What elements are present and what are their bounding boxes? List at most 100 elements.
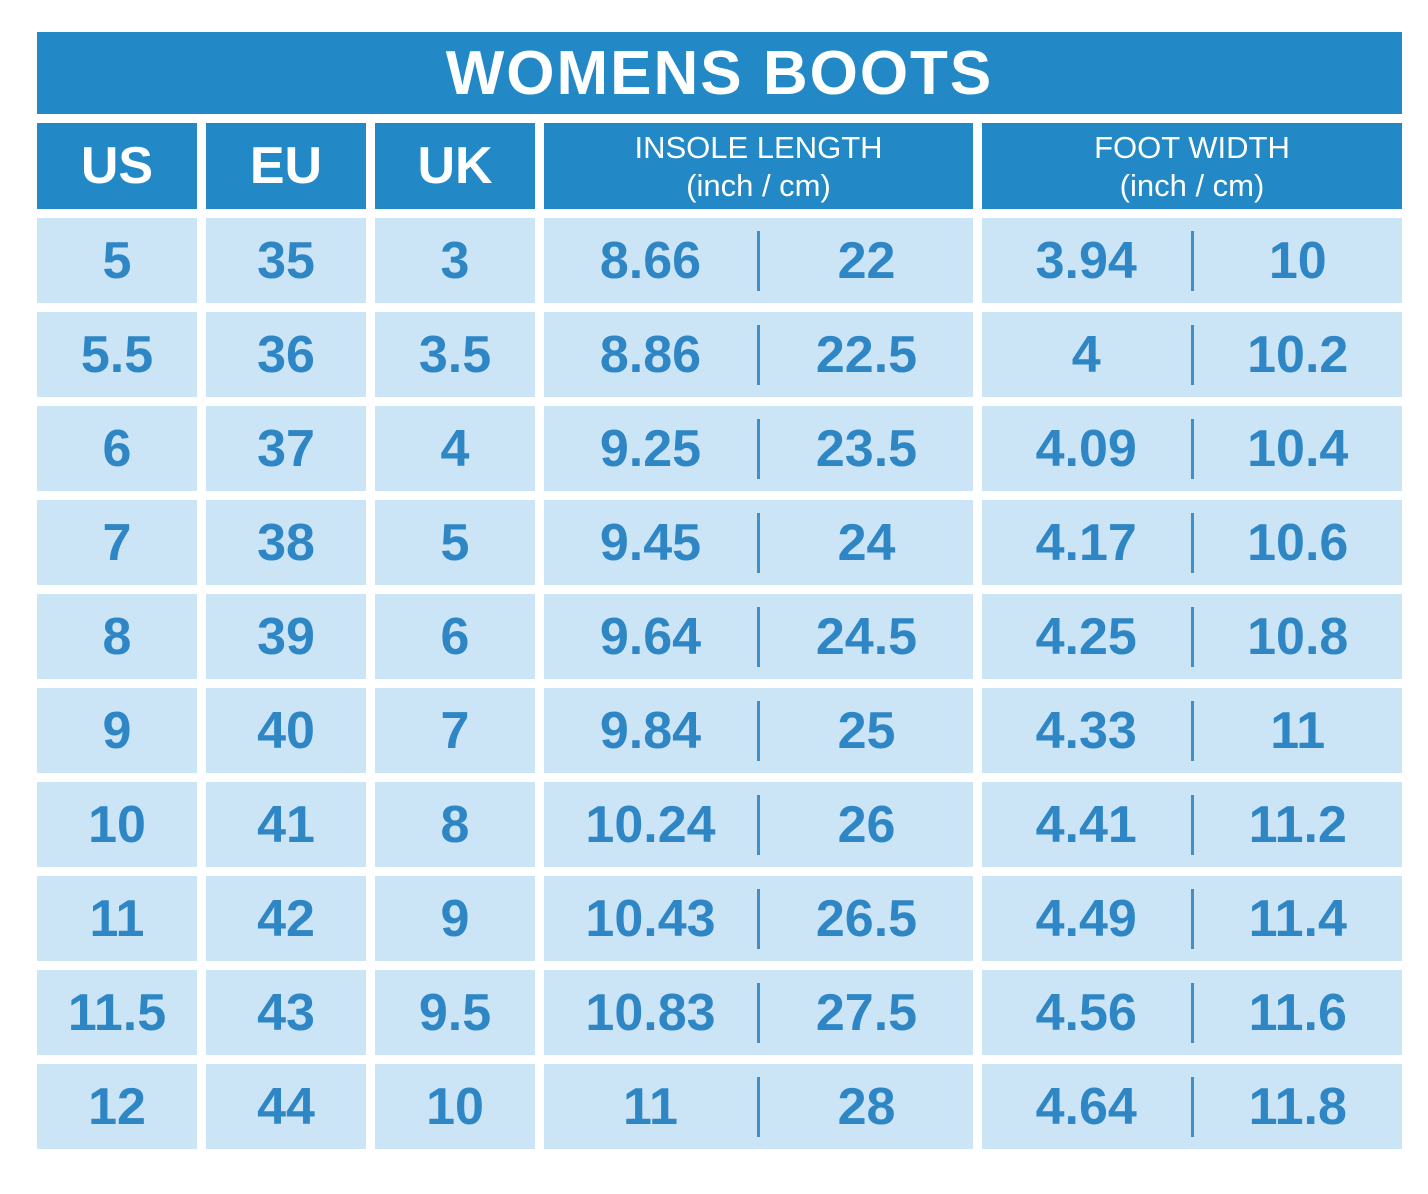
cell-divider-line [757,794,760,855]
insole-cm-value: 22 [837,231,896,290]
table-row: 5.5 36 3.5 8.86 22.5 4 10.2 [37,312,1402,397]
eu-size-cell: 44 [206,1064,366,1149]
column-header-foot-width: FOOT WIDTH (inch / cm) [982,123,1402,209]
uk-size-cell: 7 [375,688,535,773]
cell-divider-line [757,324,760,385]
insole-length-cell: 9.25 23.5 [544,406,973,491]
eu-size-cell: 35 [206,218,366,303]
insole-cm-value: 27.5 [815,983,918,1042]
column-header-us: US [37,123,197,209]
cell-divider-line [1190,606,1194,667]
foot-width-cell: 4 10.2 [982,312,1402,397]
uk-size-cell: 3.5 [375,312,535,397]
insole-inch-value: 8.66 [599,231,702,290]
table-row: 8 39 6 9.64 24.5 4.25 10.8 [37,594,1402,679]
insole-length-cell: 9.84 25 [544,688,973,773]
uk-size-cell: 8 [375,782,535,867]
size-table: WOMENS BOOTS US EU UK INSOLE LENGTH (inc… [28,23,1411,1158]
foot-width-inch-value: 4.33 [1035,701,1137,760]
foot-width-cell: 4.33 11 [982,688,1402,773]
foot-width-inch-value: 3.94 [1035,231,1137,290]
insole-cm-value: 24 [837,513,896,572]
insole-inch-value: 11 [623,1077,678,1136]
insole-length-label: INSOLE LENGTH [634,129,883,165]
cell-divider-line [1190,1076,1194,1137]
cell-divider-line [757,982,760,1043]
table-title: WOMENS BOOTS [37,32,1402,114]
insole-inch-value: 8.86 [599,325,702,384]
table-row: 11.5 43 9.5 10.83 27.5 4.56 11.6 [37,970,1402,1055]
uk-size-cell: 9 [375,876,535,961]
cell-divider-line [757,888,760,949]
foot-width-cm-value: 11 [1270,701,1326,760]
foot-width-inch-value: 4.17 [1035,513,1137,572]
eu-size-cell: 38 [206,500,366,585]
us-size-cell: 11 [37,876,197,961]
foot-width-inch-value: 4.25 [1035,607,1137,666]
us-size-cell: 12 [37,1064,197,1149]
insole-cm-value: 22.5 [815,325,918,384]
cell-divider-line [1190,794,1194,855]
foot-width-cell: 4.17 10.6 [982,500,1402,585]
table-row: 7 38 5 9.45 24 4.17 10.6 [37,500,1402,585]
us-size-cell: 5.5 [37,312,197,397]
foot-width-inch-value: 4.09 [1035,419,1137,478]
eu-size-cell: 37 [206,406,366,491]
table-row: 12 44 10 11 28 4.64 11.8 [37,1064,1402,1149]
table-body: 5 35 3 8.66 22 3.94 10 5.5 36 3.5 8.86 2… [37,218,1402,1149]
uk-size-cell: 5 [375,500,535,585]
insole-length-cell: 10.24 26 [544,782,973,867]
foot-width-cm-value: 10.4 [1247,419,1349,478]
insole-length-cell: 11 28 [544,1064,973,1149]
foot-width-cm-value: 11.4 [1248,889,1347,948]
insole-inch-value: 9.25 [599,419,702,478]
foot-width-inch-value: 4.49 [1035,889,1137,948]
cell-divider-line [757,606,760,667]
insole-inch-value: 9.45 [599,513,702,572]
table-row: 9 40 7 9.84 25 4.33 11 [37,688,1402,773]
eu-size-cell: 36 [206,312,366,397]
foot-width-inch-value: 4.56 [1035,983,1137,1042]
foot-width-cm-value: 10.2 [1247,325,1349,384]
foot-width-cell: 3.94 10 [982,218,1402,303]
insole-length-cell: 8.66 22 [544,218,973,303]
insole-cm-value: 25 [837,701,896,760]
title-row: WOMENS BOOTS [37,32,1402,114]
cell-divider-line [1190,982,1194,1043]
cell-divider-line [757,418,760,479]
eu-size-cell: 42 [206,876,366,961]
column-header-eu: EU [206,123,366,209]
foot-width-cell: 4.56 11.6 [982,970,1402,1055]
foot-width-cm-value: 10.6 [1247,513,1349,572]
insole-inch-value: 10.43 [585,889,716,948]
us-size-cell: 8 [37,594,197,679]
uk-size-cell: 4 [375,406,535,491]
foot-width-label: FOOT WIDTH [1094,129,1290,165]
column-header-uk: UK [375,123,535,209]
us-size-cell: 10 [37,782,197,867]
cell-divider-line [1190,888,1194,949]
column-header-insole-length: INSOLE LENGTH (inch / cm) [544,123,973,209]
insole-length-cell: 9.64 24.5 [544,594,973,679]
table-row: 10 41 8 10.24 26 4.41 11.2 [37,782,1402,867]
header-row: US EU UK INSOLE LENGTH (inch / cm) FOOT … [37,123,1402,209]
foot-width-cm-value: 11.2 [1248,795,1347,854]
insole-inch-value: 10.24 [585,795,716,854]
insole-length-units-label: (inch / cm) [686,167,831,203]
foot-width-cm-value: 10 [1268,231,1327,290]
eu-size-cell: 43 [206,970,366,1055]
foot-width-cell: 4.49 11.4 [982,876,1402,961]
uk-size-cell: 10 [375,1064,535,1149]
table-row: 5 35 3 8.66 22 3.94 10 [37,218,1402,303]
us-size-cell: 6 [37,406,197,491]
uk-size-cell: 9.5 [375,970,535,1055]
insole-inch-value: 9.84 [599,701,702,760]
insole-cm-value: 28 [837,1077,896,1136]
cell-divider-line [757,230,760,291]
uk-size-cell: 3 [375,218,535,303]
cell-divider-line [757,1076,760,1137]
us-size-cell: 5 [37,218,197,303]
cell-divider-line [1190,700,1194,761]
eu-size-cell: 39 [206,594,366,679]
